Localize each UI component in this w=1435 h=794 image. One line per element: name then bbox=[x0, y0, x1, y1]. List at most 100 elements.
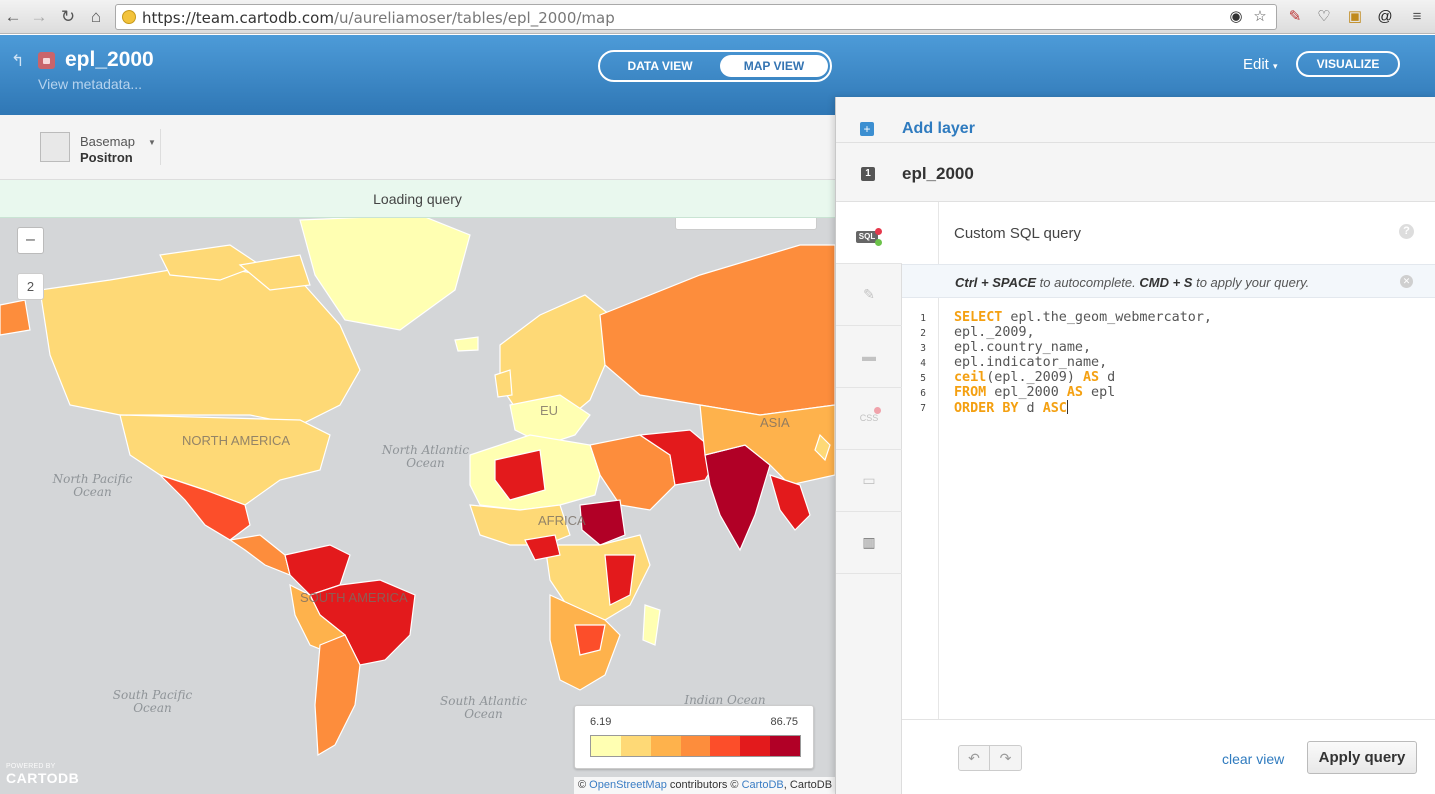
table-title[interactable]: epl_2000 bbox=[65, 48, 154, 71]
home-icon[interactable]: ⌂ bbox=[90, 7, 102, 26]
cartodb-logo[interactable]: POWERED BY CARTODB bbox=[6, 763, 79, 786]
layer-header[interactable]: 1 epl_2000 bbox=[836, 142, 1435, 202]
continent-label: ASIA bbox=[760, 415, 790, 430]
choropleth-map bbox=[0, 214, 835, 757]
text-cursor bbox=[1066, 400, 1068, 414]
code-line: 1 SELECT epl.the_geom_webmercator, bbox=[902, 310, 1435, 325]
legend-max-value: 86.75 bbox=[770, 716, 798, 728]
legend-swatch bbox=[680, 736, 711, 756]
pocket-icon[interactable]: ♡ bbox=[1317, 8, 1331, 25]
loading-notice: Loading query bbox=[0, 180, 835, 218]
pencil-icon: ✎ bbox=[863, 286, 875, 302]
openstreetmap-link[interactable]: OpenStreetMap bbox=[589, 779, 667, 791]
code-line: 5 ceil(epl._2009) AS d bbox=[902, 370, 1435, 385]
hint-text-part: to autocomplete. bbox=[1036, 275, 1140, 290]
plus-icon: + bbox=[860, 122, 874, 136]
tab-wizard[interactable]: ✎ bbox=[836, 264, 902, 326]
private-lock-icon[interactable] bbox=[38, 52, 55, 69]
hint-text-part: to apply your query. bbox=[1192, 275, 1310, 290]
sql-text: epl._2009, bbox=[954, 325, 1035, 340]
hint-key: CMD + S bbox=[1139, 275, 1193, 290]
bookmark-star-icon[interactable]: ☆ bbox=[1253, 8, 1267, 25]
back-icon[interactable]: ← bbox=[4, 7, 22, 26]
basemap-selector[interactable]: Positron bbox=[80, 150, 133, 165]
continent-label: NORTH AMERICA bbox=[182, 433, 291, 448]
edit-label: Edit bbox=[1243, 56, 1269, 73]
sql-keyword: ASC bbox=[1042, 401, 1067, 416]
lock-icon bbox=[122, 10, 136, 24]
add-layer-row[interactable]: + Add layer bbox=[836, 97, 1435, 142]
attribution-text: contributors © bbox=[666, 779, 742, 791]
sql-keyword: AS bbox=[1083, 370, 1100, 385]
forward-icon[interactable]: → bbox=[30, 7, 48, 26]
ocean-label: Indian Ocean bbox=[684, 693, 766, 707]
code-line: 2 epl._2009, bbox=[902, 325, 1435, 340]
sql-text: epl.indicator_name, bbox=[954, 355, 1108, 370]
map-canvas[interactable]: NORTH AMERICA SOUTH AMERICA AFRICA EU AS… bbox=[0, 115, 835, 794]
redo-button[interactable]: ↷ bbox=[990, 745, 1022, 771]
sql-text: epl.the_geom_webmercator, bbox=[1002, 310, 1212, 325]
address-bar[interactable]: https://team.cartodb.com/u/aureliamoser/… bbox=[115, 4, 1277, 30]
tab-filters[interactable]: ▥ bbox=[836, 512, 902, 574]
map-legend: 6.19 86.75 bbox=[574, 705, 814, 769]
logo-name: CARTODB bbox=[6, 770, 80, 786]
clipboard-extension-icon[interactable]: ▣ bbox=[1347, 8, 1363, 25]
histogram-icon: ▥ bbox=[862, 534, 876, 550]
speech-bubble-icon: ▬ bbox=[862, 348, 876, 364]
map-view-button[interactable]: MAP VIEW bbox=[720, 55, 828, 77]
data-view-button[interactable]: DATA VIEW bbox=[627, 59, 693, 73]
code-line: 3 epl.country_name, bbox=[902, 340, 1435, 355]
add-layer-link[interactable]: Add layer bbox=[902, 120, 975, 137]
help-icon[interactable]: ? bbox=[1399, 224, 1414, 239]
map-attribution: © OpenStreetMap contributors © CartoDB, … bbox=[574, 777, 835, 794]
basemap-bar: Basemap Positron ▼ bbox=[0, 115, 835, 180]
code-line: 7 ORDER BY d ASC bbox=[902, 400, 1435, 416]
layer-name[interactable]: epl_2000 bbox=[902, 164, 974, 183]
zoom-out-button[interactable]: – bbox=[17, 227, 44, 254]
camera-icon[interactable]: ◉ bbox=[1229, 8, 1243, 25]
map-search-box[interactable] bbox=[675, 218, 817, 230]
sql-code-editor[interactable]: 1 SELECT epl.the_geom_webmercator, 2 epl._… bbox=[902, 310, 1435, 416]
line-number: 4 bbox=[920, 358, 926, 369]
close-icon[interactable]: ✕ bbox=[1400, 275, 1413, 288]
tab-sql[interactable]: SQL bbox=[836, 202, 902, 264]
attribution-text: © bbox=[578, 779, 590, 791]
basemap-thumbnail[interactable] bbox=[40, 132, 70, 162]
tab-legends[interactable]: ▭ bbox=[836, 450, 902, 512]
undo-button[interactable]: ↶ bbox=[958, 745, 990, 771]
powered-by-text: POWERED BY bbox=[6, 763, 56, 770]
legend-swatch bbox=[710, 736, 741, 756]
legend-swatch bbox=[620, 736, 651, 756]
legend-swatch bbox=[591, 736, 621, 756]
url-path: /u/aureliamoser/tables/epl_2000/map bbox=[333, 9, 615, 27]
sql-keyword: ceil bbox=[954, 370, 987, 385]
chevron-down-icon[interactable]: ▼ bbox=[148, 138, 156, 147]
edit-menu[interactable]: Edit ▾ bbox=[1243, 56, 1278, 73]
view-metadata-link[interactable]: View metadata... bbox=[38, 76, 143, 92]
back-to-tables-icon[interactable]: ↰ bbox=[11, 53, 25, 70]
legend-icon: ▭ bbox=[862, 472, 876, 488]
line-number: 7 bbox=[920, 403, 926, 414]
sql-text: epl_2000 bbox=[986, 385, 1067, 400]
ocean-label: South Pacific Ocean bbox=[112, 688, 193, 715]
ocean-label: North Pacific Ocean bbox=[52, 472, 133, 499]
layer-tools-sidebar: SQL ✎ ▬ CSS ▭ ▥ bbox=[836, 202, 902, 794]
autocomplete-hint: Ctrl + SPACE to autocomplete. CMD + S to… bbox=[902, 264, 1435, 298]
view-toggle: DATA VIEW MAP VIEW bbox=[598, 50, 832, 82]
at-sign-icon[interactable]: @ bbox=[1377, 8, 1393, 25]
clear-view-link[interactable]: clear view bbox=[1222, 751, 1285, 767]
legend-min-value: 6.19 bbox=[590, 716, 612, 728]
continent-label: AFRICA bbox=[538, 513, 586, 528]
reload-icon[interactable]: ↻ bbox=[60, 7, 76, 26]
continent-label: SOUTH AMERICA bbox=[300, 590, 408, 605]
menu-icon[interactable]: ≡ bbox=[1412, 8, 1422, 25]
url-host: https://team.cartodb.com bbox=[142, 9, 334, 27]
tools-extension-icon[interactable]: ✎ bbox=[1288, 8, 1302, 25]
apply-query-button[interactable]: Apply query bbox=[1307, 741, 1417, 774]
tab-css[interactable]: CSS bbox=[836, 388, 902, 450]
visualize-button[interactable]: VISUALIZE bbox=[1296, 51, 1400, 77]
tab-infowindow[interactable]: ▬ bbox=[836, 326, 902, 388]
cartodb-link[interactable]: CartoDB bbox=[741, 779, 784, 791]
sql-keyword: FROM bbox=[954, 385, 987, 400]
divider bbox=[160, 129, 161, 165]
